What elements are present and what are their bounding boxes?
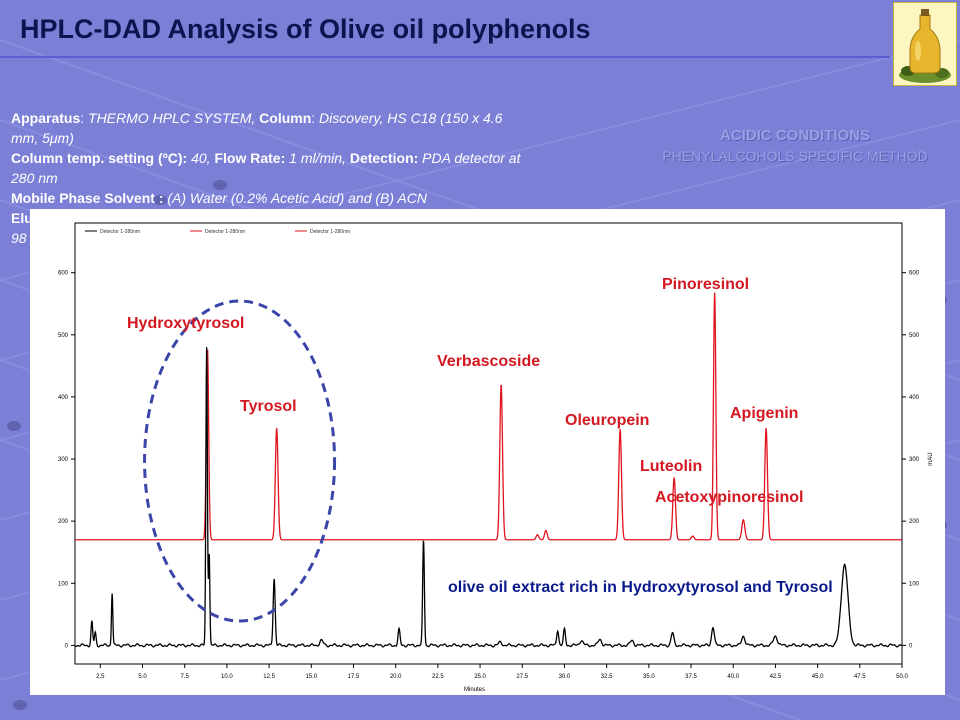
peak-label: Pinoresinol [662,276,749,293]
method-text: Discovery, HS C18 (150 x 4.6 [319,110,503,126]
method-text: 40, [191,150,215,166]
method-text: 98 [11,230,27,246]
peak-label: Verbascoside [437,353,540,370]
method-text: Detection: [349,150,423,166]
method-text: Flow Rate: [214,150,290,166]
peak-label: Apigenin [730,405,798,422]
y-tick-label-right: 300 [909,457,920,463]
x-tick-label: 32.5 [601,674,613,680]
method-line: Apparatus: THERMO HPLC SYSTEM, Column: D… [11,108,611,128]
x-tick-label: 2.5 [96,674,105,680]
y-tick-label-right: 600 [909,271,920,277]
x-tick-label: 50.0 [896,674,908,680]
peak-label: Tyrosol [240,398,297,415]
x-tick-label: 17.5 [348,674,360,680]
x-tick-label: 5.0 [138,674,147,680]
y-tick-label: 100 [58,581,69,587]
method-conditions-line1: ACIDIC CONDITIONS [720,127,870,144]
chromatogram-panel: 0 0 100 100 200 200 300 300 400 400 500 500 600 600 2.… [30,209,945,695]
method-text: (A) Water (0.2% Acetic Acid) and (B) ACN [167,190,427,206]
y-tick-label-right: 100 [909,581,920,587]
method-text: mm, 5μm) [11,130,74,146]
method-line: Elu [11,208,611,228]
page-title: HPLC-DAD Analysis of Olive oil polypheno… [20,14,591,44]
sample-trace [74,347,903,648]
method-text: : [311,110,320,126]
x-tick-label: 12.5 [263,674,275,680]
sample-description-label: olive oil extract rich in Hydroxytyrosol… [448,579,833,596]
legend-entry: Detector 1-280nm [205,229,245,235]
method-text: Column [259,110,312,126]
olive-oil-bottle-icon [893,2,957,86]
x-tick-label: 22.5 [432,674,444,680]
y-tick-label: 200 [58,519,69,525]
y-tick-label-right: 400 [909,395,920,401]
title-divider [0,56,890,58]
method-line: Column temp. setting (ºC): 40, Flow Rate… [11,148,611,168]
method-line: mm, 5μm) [11,128,611,148]
method-description: Apparatus: THERMO HPLC SYSTEM, Column: D… [11,108,611,248]
x-tick-label: 25.0 [474,674,486,680]
method-text: Column temp. setting (ºC): [11,150,192,166]
method-line: Mobile Phase Solvent : (A) Water (0.2% A… [11,188,611,208]
highlight-ellipse [143,299,337,623]
y-tick-label: 300 [58,457,69,463]
y-tick-label: 600 [58,271,69,277]
legend-entry: Detector 1-280nm [100,229,140,235]
peak-label: Hydroxytyrosol [127,315,244,332]
method-text: 1 ml/min, [289,150,350,166]
x-tick-label: 20.0 [390,674,402,680]
peak-label: Acetoxypinoresinol [655,489,803,506]
y-tick-label: 500 [58,333,69,339]
y-tick-label: 0 [65,643,69,649]
x-tick-label: 15.0 [305,674,317,680]
x-tick-label: 27.5 [516,674,528,680]
chromatogram-chart: 0 0 100 100 200 200 300 300 400 400 500 500 600 600 2.… [58,222,934,693]
method-text: PDA detector at [422,150,521,166]
method-conditions-line2: PHENYLALCOHOLS SPECIFIC METHOD [662,148,928,164]
x-tick-label: 35.0 [643,674,655,680]
y-tick-label-right: 0 [909,643,913,649]
x-tick-label: 40.0 [727,674,739,680]
y-tick-label-right: 500 [909,333,920,339]
method-text: 280 nm [11,170,58,186]
x-tick-label: 30.0 [559,674,571,680]
plot-frame [74,222,903,665]
legend-entry: Detector 1-280nm [310,229,350,235]
peak-label: Oleuropein [565,412,649,429]
method-conditions: ACIDIC CONDITIONS PHENYLALCOHOLS SPECIFI… [640,125,950,167]
x-axis-label: Minutes [464,687,485,693]
x-tick-label: 37.5 [685,674,697,680]
method-text: Mobile Phase Solvent : [11,190,168,206]
y-tick-label: 400 [58,395,69,401]
method-text: Elu [11,210,33,226]
x-tick-label: 7.5 [181,674,190,680]
peak-label: Luteolin [640,458,702,475]
method-line: 98 [11,228,611,248]
x-tick-label: 45.0 [812,674,824,680]
y-axis-label: mAU [928,452,934,465]
method-text: : [80,110,89,126]
method-line: 280 nm [11,168,611,188]
method-text: Apparatus [11,110,81,126]
method-text: THERMO HPLC SYSTEM, [88,110,260,126]
x-tick-label: 42.5 [770,674,782,680]
y-tick-label-right: 200 [909,519,920,525]
x-tick-label: 10.0 [221,674,233,680]
x-tick-label: 47.5 [854,674,866,680]
standard-trace [75,292,902,541]
